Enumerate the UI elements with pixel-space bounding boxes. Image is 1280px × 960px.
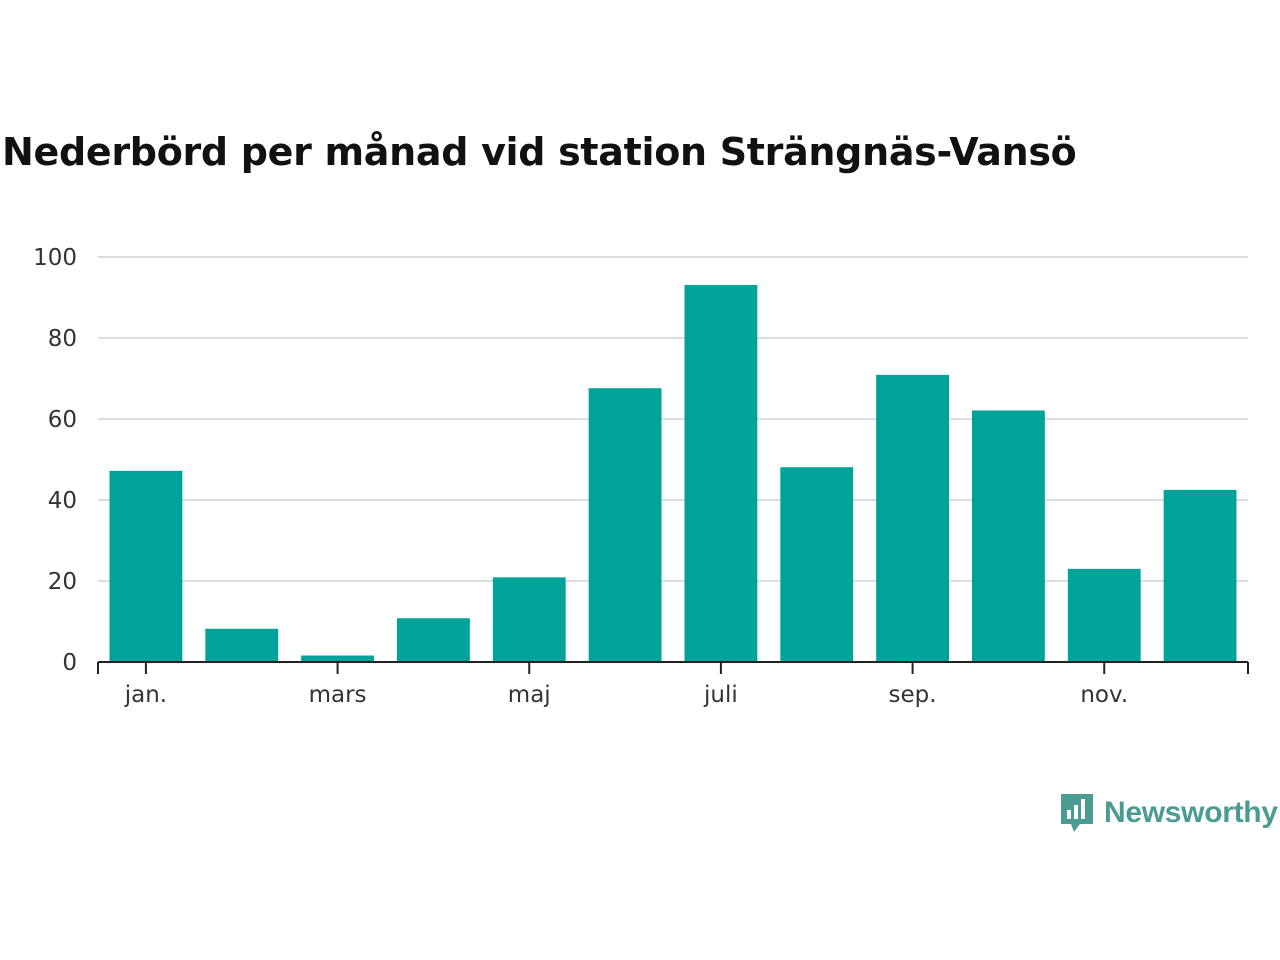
bars [109,284,1237,662]
bar-nov. [1067,568,1141,662]
x-tick-label-sep.: sep. [889,682,937,708]
x-tick-label-juli: juli [703,682,738,708]
x-tick-label-maj: maj [508,682,551,708]
chart-title: Nederbörd per månad vid station Strängnä… [2,130,1077,174]
x-tick-label-nov.: nov. [1080,682,1128,708]
newsworthy-logo: Newsworthy [1058,790,1278,836]
brand-name: Newsworthy [1104,796,1278,829]
y-tick-label-80: 80 [48,326,77,352]
bar-aug. [780,467,854,662]
bar-jan. [109,470,183,662]
bar-april [397,618,470,662]
tick-labels: 0 20 40 60 80 100 jan. mars maj juli sep. nov. [33,245,1128,708]
axes [97,661,1249,674]
grid-lines [98,256,1248,582]
chart-bubble-icon [1061,794,1093,832]
bar-juni [588,388,662,662]
x-tick-label-mars: mars [309,682,367,708]
bar-mars [301,655,374,662]
y-tick-label-0: 0 [62,650,77,676]
bar-okt. [972,410,1045,662]
y-tick-label-40: 40 [48,488,77,514]
x-tick-label-jan.: jan. [124,682,167,708]
bar-maj [492,577,566,662]
bar-sep. [876,374,949,662]
y-tick-label-60: 60 [48,407,77,433]
bar-juli [684,284,758,662]
bar-dec. [1163,489,1237,662]
y-tick-label-100: 100 [33,245,77,271]
y-tick-label-20: 20 [48,569,77,595]
bar-feb. [205,628,279,662]
